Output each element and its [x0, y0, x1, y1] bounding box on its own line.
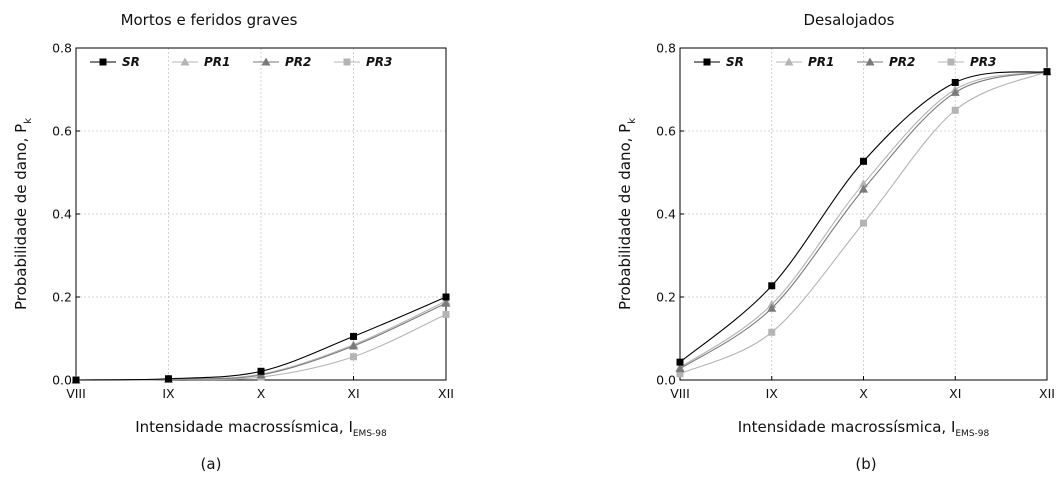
y-axis-label: Probabilidade de dano, Pk [12, 118, 34, 310]
data-point [859, 184, 868, 193]
data-point [350, 332, 357, 340]
data-point [675, 364, 685, 373]
chart-title: Desalojados [803, 11, 894, 29]
legend-label: PR1 [808, 55, 834, 69]
legend-label: SR [726, 55, 744, 69]
data-point [72, 376, 80, 384]
data-point [951, 78, 959, 86]
data-point [441, 298, 451, 307]
legend-label: PR2 [889, 55, 915, 69]
data-point [860, 219, 867, 227]
y-tick-label: 0.6 [656, 124, 676, 139]
y-axis-label-main: Probabilidade de dano, P [616, 124, 634, 310]
y-tick-label: 0.6 [52, 124, 72, 139]
x-axis-label-main: Intensidade macrossísmica, I [738, 418, 956, 436]
y-tick-label: 0.4 [656, 207, 676, 222]
x-axis-label-subscript: EMS-98 [955, 429, 989, 439]
x-tick-label: XII [438, 386, 454, 401]
panel-caption: (a) [201, 455, 222, 473]
legend-label: PR1 [204, 55, 230, 69]
x-axis-label-subscript: EMS-98 [353, 429, 387, 439]
y-axis-label: Probabilidade de dano, Pk [616, 118, 638, 310]
data-point [442, 293, 450, 301]
data-point [951, 106, 959, 114]
y-tick-label: 0.2 [52, 290, 72, 305]
x-tick-label: VIII [670, 386, 690, 401]
x-tick-label: XI [347, 386, 359, 401]
legend-marker [261, 57, 271, 66]
data-point [676, 358, 684, 366]
x-tick-label: VIII [66, 386, 86, 401]
y-tick-label: 0.0 [656, 373, 676, 388]
legend-marker [703, 58, 711, 66]
data-point [442, 310, 450, 318]
data-point [676, 370, 684, 378]
x-axis-label: Intensidade macrossísmica, IEMS-98 [738, 418, 990, 439]
legend-marker [784, 57, 794, 66]
legend-label: PR2 [285, 55, 311, 69]
y-tick-label: 0.0 [52, 373, 72, 388]
legend-label: PR3 [366, 55, 392, 69]
y-tick-label: 0.8 [52, 41, 72, 56]
data-point [950, 87, 960, 96]
legend-marker [947, 58, 955, 66]
legend-label: SR [122, 55, 140, 69]
legend-label: PR3 [970, 55, 996, 69]
x-tick-label: X [257, 386, 266, 401]
data-point [860, 157, 867, 165]
legend-marker [99, 58, 107, 66]
y-tick-label: 0.4 [52, 207, 72, 222]
y-axis-label-main: Probabilidade de dano, P [12, 124, 30, 310]
data-point [768, 282, 776, 290]
legend-marker [180, 57, 190, 66]
y-axis-label-subscript: k [23, 118, 34, 124]
x-tick-label: XII [1039, 386, 1055, 401]
x-axis-label-main: Intensidade macrossísmica, I [135, 418, 353, 436]
data-point [165, 375, 172, 383]
x-tick-label: IX [766, 386, 779, 401]
x-axis-label: Intensidade macrossísmica, IEMS-98 [135, 418, 387, 439]
data-point [1043, 68, 1051, 76]
legend-marker [865, 57, 875, 66]
data-point [859, 179, 868, 188]
data-point [768, 328, 776, 336]
panel-caption: (b) [855, 455, 876, 473]
x-tick-label: X [859, 386, 868, 401]
data-point [350, 353, 357, 361]
data-point [257, 367, 265, 375]
y-tick-label: 0.8 [656, 41, 676, 56]
y-axis-label-subscript: k [627, 118, 638, 124]
legend-marker [343, 58, 351, 66]
data-point [767, 303, 777, 312]
chart-title: Mortos e feridos graves [121, 11, 298, 29]
x-tick-label: XI [949, 386, 961, 401]
y-tick-label: 0.2 [656, 290, 676, 305]
data-point [349, 341, 358, 350]
x-tick-label: IX [162, 386, 175, 401]
